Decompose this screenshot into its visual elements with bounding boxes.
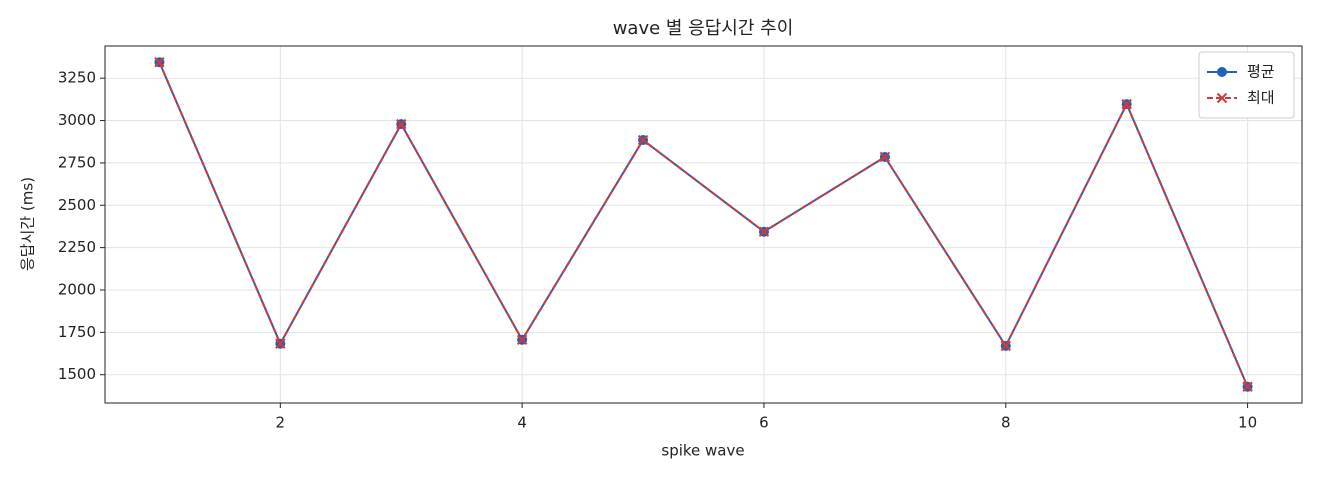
legend-label: 평균 bbox=[1247, 63, 1275, 81]
marker bbox=[154, 57, 165, 68]
x-axis-label: spike wave bbox=[661, 442, 744, 460]
y-tick-label: 2500 bbox=[58, 196, 96, 214]
marker bbox=[1217, 67, 1227, 77]
x-tick-label: 8 bbox=[1001, 414, 1011, 432]
marker bbox=[879, 151, 891, 163]
marker bbox=[637, 134, 649, 146]
marker bbox=[1000, 340, 1011, 352]
plot-frame bbox=[104, 45, 1303, 404]
y-tick-label: 2000 bbox=[58, 280, 96, 298]
marker bbox=[758, 226, 770, 237]
marker bbox=[275, 338, 286, 349]
x-tick-label: 6 bbox=[759, 414, 769, 432]
marker bbox=[396, 118, 407, 130]
y-tick-label: 2250 bbox=[58, 238, 96, 256]
x-tick-label: 4 bbox=[517, 414, 527, 432]
chart-title: wave 별 응답시간 추이 bbox=[613, 18, 794, 39]
marker bbox=[1242, 381, 1253, 392]
marker bbox=[1216, 92, 1228, 104]
marker bbox=[1121, 98, 1132, 110]
y-tick-label: 3250 bbox=[58, 69, 96, 87]
y-tick-label: 1750 bbox=[58, 323, 96, 341]
series-line bbox=[158, 61, 1249, 388]
y-tick-label: 2750 bbox=[58, 153, 96, 171]
marker bbox=[516, 334, 528, 346]
series-line bbox=[158, 61, 1249, 388]
legend-label: 최대 bbox=[1247, 89, 1275, 107]
x-tick-label: 2 bbox=[276, 414, 286, 432]
y-axis-label: 응답시간 (ms) bbox=[19, 177, 37, 271]
y-tick-label: 3000 bbox=[58, 111, 96, 129]
y-tick-label: 1500 bbox=[58, 365, 96, 383]
x-tick-label: 10 bbox=[1238, 414, 1257, 432]
